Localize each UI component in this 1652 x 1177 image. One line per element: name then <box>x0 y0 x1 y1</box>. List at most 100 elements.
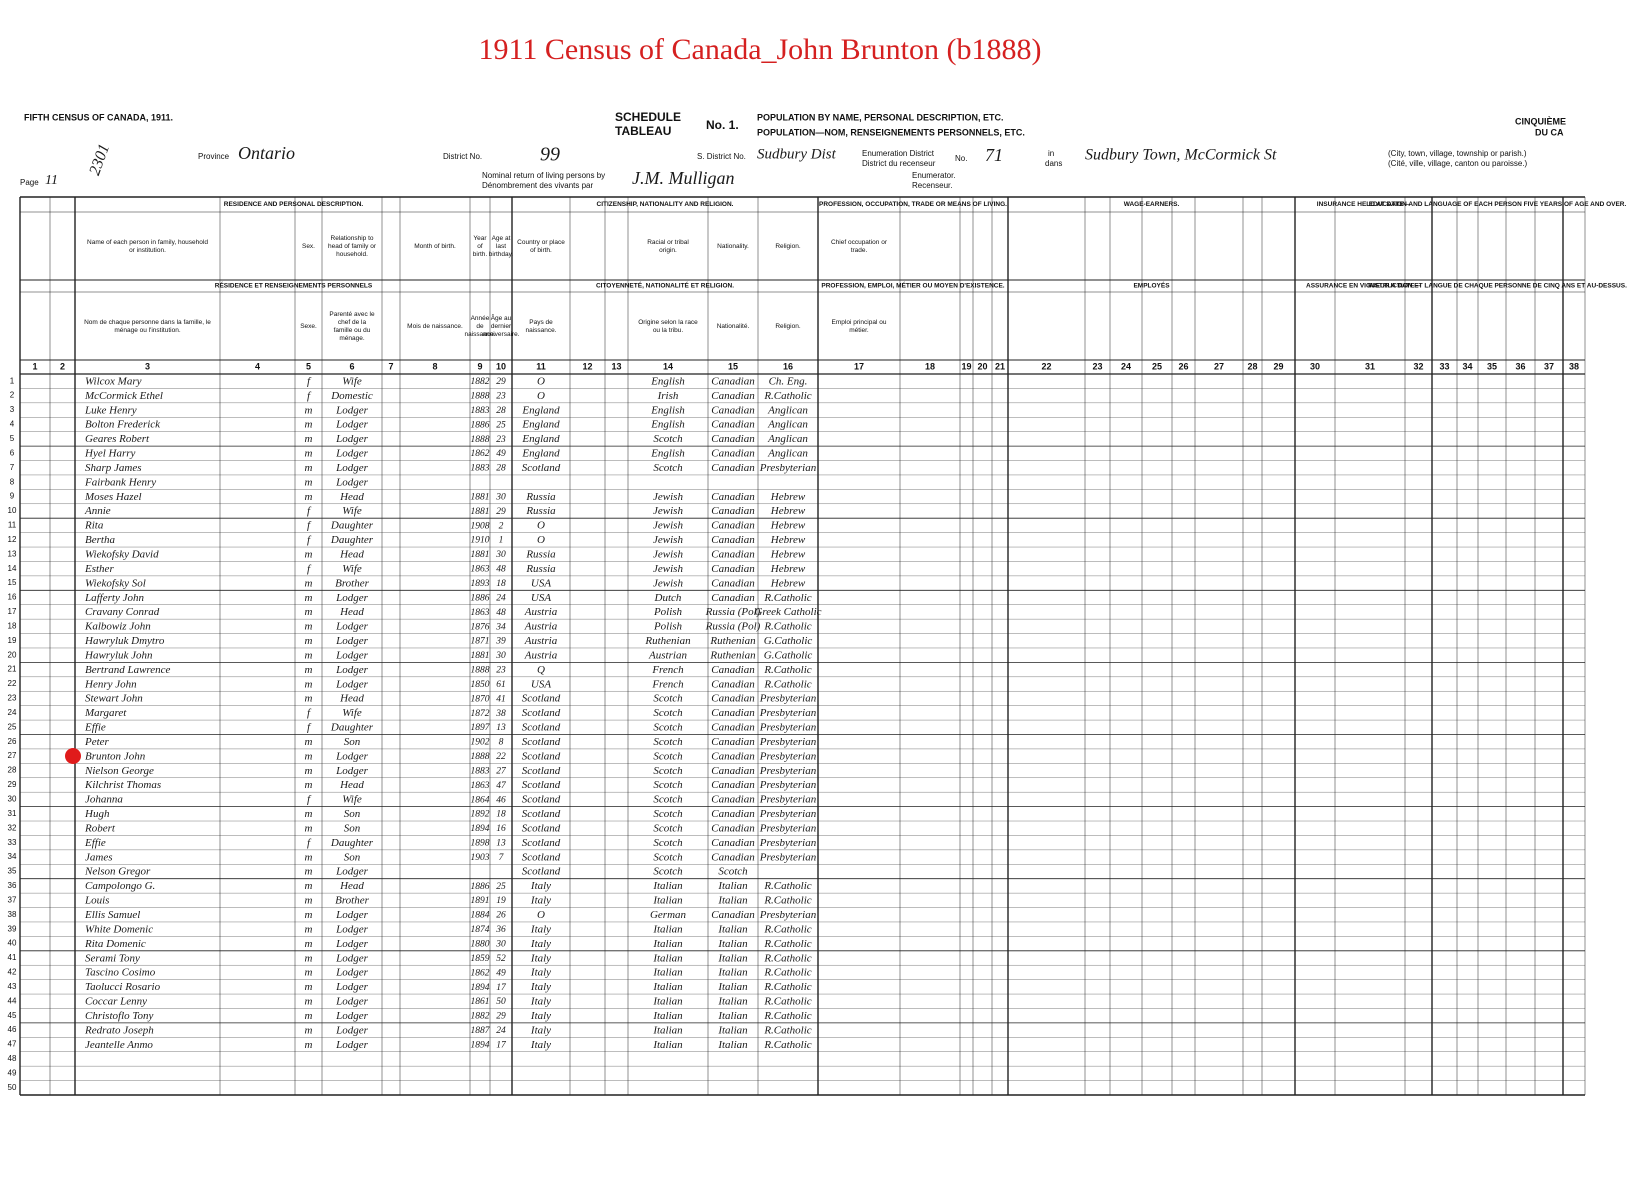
entry: Russia <box>525 549 556 561</box>
entry: Hebrew <box>770 549 806 561</box>
entry: 29 <box>496 1012 506 1022</box>
entry: Austria <box>524 635 558 647</box>
entry: Scotland <box>522 866 561 878</box>
row-number: 16 <box>8 593 17 602</box>
column-header-en: Relationship to head of family or househol… <box>328 235 377 258</box>
column-header-en: Racial or tribal origin. <box>647 239 689 254</box>
entry: Bertha <box>85 534 115 546</box>
section-fr: ASSURANCE EN VIGUEUR A DATE— <box>1306 283 1421 290</box>
place: Sudbury Town, McCormick St <box>1085 147 1277 164</box>
entry: 29 <box>496 377 506 387</box>
entry: 1871 <box>471 637 490 647</box>
entry: Italy <box>530 923 551 935</box>
entry: Canadian <box>711 750 755 762</box>
entry: Lodger <box>335 1010 369 1022</box>
entry: Canadian <box>711 390 755 402</box>
entry: 1882 <box>471 1012 490 1022</box>
entry: Scotch <box>653 765 683 777</box>
entry: m <box>305 606 313 618</box>
entry: Canadian <box>711 448 755 460</box>
entry: Redrato Joseph <box>84 1024 154 1036</box>
entry: Italian <box>717 938 748 950</box>
entry: Presbyterian <box>759 765 817 777</box>
page-label: Page <box>20 178 39 187</box>
entry: m <box>305 649 313 661</box>
entry: Hebrew <box>770 491 806 503</box>
entry: Canadian <box>711 462 755 474</box>
entry: Canadian <box>711 808 755 820</box>
column-number: 32 <box>1413 361 1423 371</box>
entry: Head <box>339 880 364 892</box>
district-label: District No. <box>443 152 482 161</box>
entry: Canadian <box>711 491 755 503</box>
entry: 23 <box>496 435 506 445</box>
column-header-en: Name of each person in family, household… <box>87 239 208 254</box>
entry: Lodger <box>335 866 369 878</box>
entry: Canadian <box>711 549 755 561</box>
column-header-en: Religion. <box>775 243 800 250</box>
row-number: 30 <box>8 794 17 803</box>
column-number: 22 <box>1041 361 1051 371</box>
entry: Kalbowiz John <box>84 621 151 633</box>
column-number: 31 <box>1365 361 1375 371</box>
entry: Son <box>344 822 361 834</box>
entry: Hebrew <box>770 534 806 546</box>
entry: Scotch <box>653 808 683 820</box>
row-number: 44 <box>8 996 17 1005</box>
right-label: DU CA <box>1535 127 1564 137</box>
section-en: INSURANCE HELD AT DATE— <box>1317 201 1411 208</box>
row-number: 18 <box>8 621 17 630</box>
row-number: 50 <box>8 1083 17 1092</box>
entry: Canadian <box>711 505 755 517</box>
entry: R.Catholic <box>763 1010 811 1022</box>
entry: Russia (Pol) <box>705 621 761 633</box>
section-en: WAGE-EARNERS. <box>1124 201 1180 208</box>
entry: Serami Tony <box>85 952 140 964</box>
entry: 28 <box>496 464 506 474</box>
column-number: 16 <box>783 361 793 371</box>
enum-label: Enumeration District <box>862 149 935 158</box>
entry: Lafferty John <box>84 592 144 604</box>
entry: Wife <box>342 505 362 517</box>
row-number: 8 <box>10 477 15 486</box>
entry: Daughter <box>330 534 374 546</box>
row-number: 34 <box>8 852 17 861</box>
entry: Head <box>339 491 364 503</box>
entry: Canadian <box>711 822 755 834</box>
entry: Italy <box>530 952 551 964</box>
entry: 25 <box>496 420 506 430</box>
entry: 1894 <box>471 1040 490 1050</box>
entry: Hugh <box>84 808 110 820</box>
entry: Italian <box>717 1010 748 1022</box>
entry: 48 <box>496 608 506 618</box>
column-number: 4 <box>255 361 260 371</box>
row-number: 4 <box>10 420 15 429</box>
enum-no: 71 <box>985 145 1003 165</box>
entry: Presbyterian <box>759 693 817 705</box>
entry: R.Catholic <box>763 592 811 604</box>
row-number: 25 <box>8 722 17 731</box>
entry: USA <box>531 577 551 589</box>
entry: Canadian <box>711 736 755 748</box>
column-header-en: Country or place of birth. <box>517 239 565 254</box>
column-number: 15 <box>728 361 738 371</box>
entry: 47 <box>496 781 507 791</box>
entry: m <box>305 433 313 445</box>
entry: m <box>305 866 313 878</box>
entry: Presbyterian <box>759 750 817 762</box>
row-number: 14 <box>8 564 17 573</box>
sub-district-label: S. District No. <box>697 152 746 161</box>
entry: Italy <box>530 880 551 892</box>
entry: Geares Robert <box>85 433 150 445</box>
entry: Lodger <box>335 592 369 604</box>
entry: Austria <box>524 621 558 633</box>
entry: Louis <box>84 895 109 907</box>
entry: 19 <box>496 896 506 906</box>
entry: Lodger <box>335 649 369 661</box>
entry: Scotch <box>653 851 683 863</box>
entry: 1850 <box>471 680 490 690</box>
entry: Canadian <box>711 534 755 546</box>
entry: 23 <box>496 392 506 402</box>
column-header-fr: Âge au dernier anniversaire. <box>482 313 519 338</box>
entry: Austrian <box>648 649 687 661</box>
